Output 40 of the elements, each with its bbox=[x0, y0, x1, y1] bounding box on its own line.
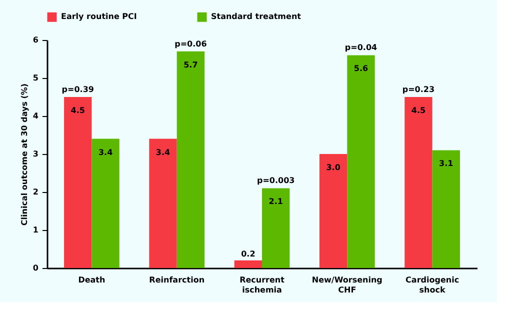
y-tick-label: 1 bbox=[32, 226, 39, 234]
y-tick-label: 0 bbox=[32, 264, 39, 272]
data-label: 4.5 bbox=[411, 106, 426, 115]
data-label: 0.2 bbox=[241, 249, 256, 258]
x-tick-label: New/Worsening CHF bbox=[312, 276, 383, 294]
data-label: 5.7 bbox=[184, 60, 198, 70]
bar bbox=[64, 97, 92, 268]
y-tick-label: 2 bbox=[32, 188, 38, 196]
bar bbox=[432, 150, 460, 268]
data-label: 3.4 bbox=[98, 148, 114, 157]
y-tick-label: 4 bbox=[32, 112, 39, 120]
annotation: p=0.04 bbox=[344, 43, 378, 52]
x-tick-label: Reinfarction bbox=[149, 276, 205, 284]
data-label: 4.5 bbox=[70, 106, 86, 115]
legend-label: Early routine PCI bbox=[61, 12, 137, 22]
data-label: 3.4 bbox=[156, 148, 171, 157]
data-label: 2.1 bbox=[268, 197, 284, 206]
annotation: p=0.06 bbox=[174, 39, 208, 48]
y-tick-label: 6 bbox=[32, 36, 39, 44]
y-axis-title: Clinical outcome at 30 days (%) bbox=[20, 83, 29, 226]
data-label: 5.6 bbox=[354, 64, 369, 74]
bar bbox=[347, 55, 375, 268]
bar bbox=[319, 154, 348, 268]
data-label: 3.0 bbox=[326, 163, 341, 172]
bar bbox=[176, 51, 205, 268]
x-tick-label: Recurrent ischemia bbox=[240, 276, 285, 294]
bar bbox=[149, 138, 177, 268]
annotation: p=0.23 bbox=[402, 85, 435, 94]
data-label: 3.1 bbox=[439, 159, 454, 168]
legend-label: Standard treatment bbox=[211, 12, 302, 22]
y-tick-label: 5 bbox=[32, 74, 39, 82]
bar bbox=[404, 97, 432, 268]
x-tick-label: Cardiogenic shock bbox=[406, 276, 460, 294]
bar bbox=[234, 260, 262, 268]
bar bbox=[92, 138, 120, 268]
x-tick-label: Death bbox=[78, 276, 106, 284]
annotation: p=0.003 bbox=[256, 176, 295, 186]
y-tick-label: 3 bbox=[32, 150, 38, 158]
annotation: p=0.39 bbox=[62, 85, 94, 94]
bar bbox=[262, 188, 290, 268]
